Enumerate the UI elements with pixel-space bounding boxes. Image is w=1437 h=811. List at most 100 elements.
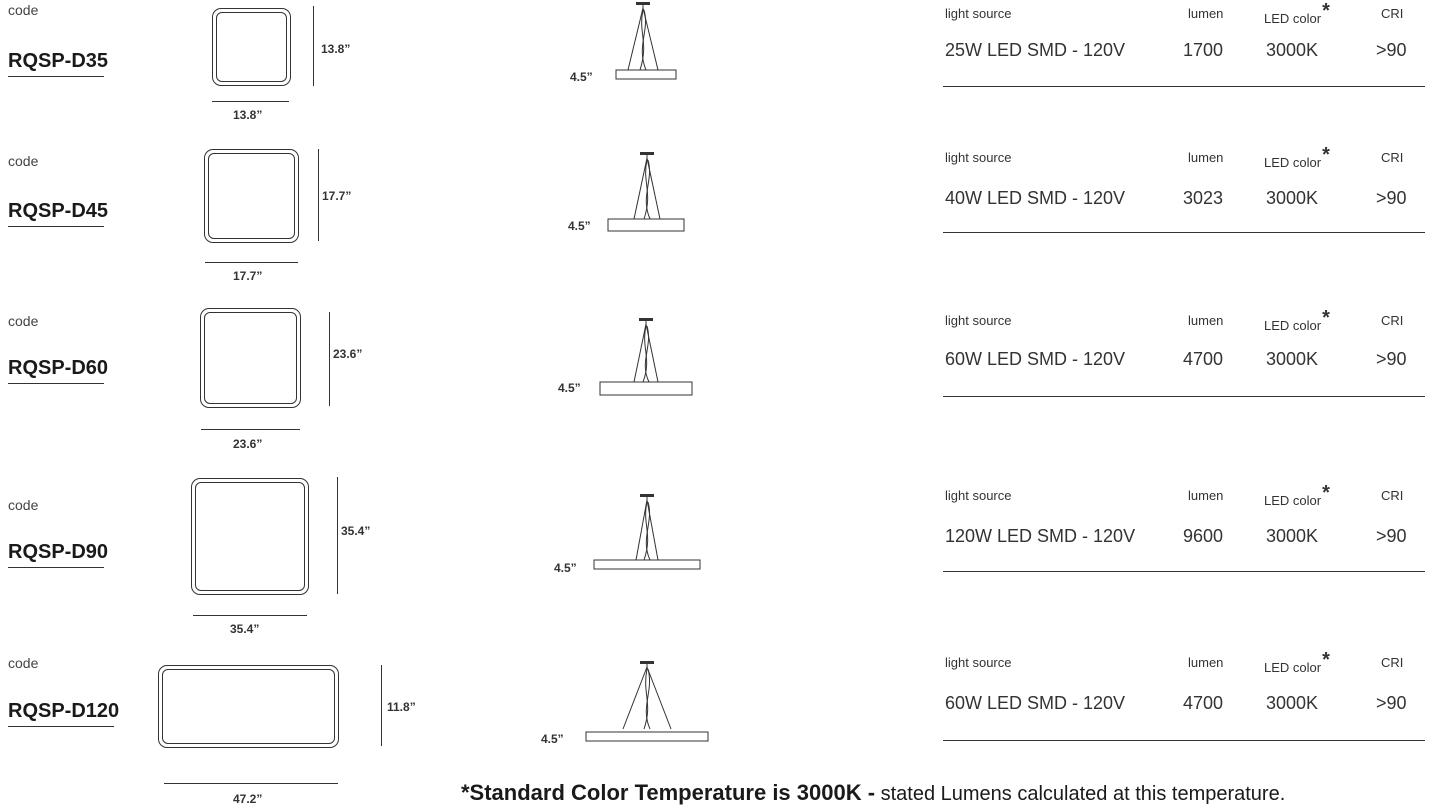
code-label: code <box>8 313 39 329</box>
width-dimension-line <box>212 101 289 102</box>
spec-light-source: 60W LED SMD - 120V <box>945 349 1126 369</box>
code-underline <box>8 226 104 227</box>
fixture-top-view <box>191 478 309 595</box>
product-code: RQSP-D60 <box>8 357 109 379</box>
spec-lumen: 9600 <box>1183 526 1224 546</box>
width-dimension: 13.8” <box>233 108 263 122</box>
height-dimension-line <box>329 312 330 406</box>
spec-cri: >90 <box>1376 526 1407 546</box>
spec-header-led-color: LED color* <box>1264 649 1330 675</box>
height-dimension: 17.7” <box>322 189 352 203</box>
spec-led-color: 3000K <box>1266 188 1319 208</box>
spec-header-light-source: light source <box>945 313 1012 328</box>
spec-header-light-source: light source <box>945 6 1012 21</box>
height-dimension: 11.8” <box>387 700 416 714</box>
spec-header-lumen: lumen <box>1188 488 1224 503</box>
fixture-top-view <box>204 149 299 243</box>
spec-header-led-color: LED color* <box>1264 0 1330 26</box>
spec-divider <box>943 396 1425 397</box>
product-code: RQSP-D35 <box>8 50 109 72</box>
spec-header-light-source: light source <box>945 150 1012 165</box>
spec-divider <box>943 740 1425 741</box>
spec-light-source: 40W LED SMD - 120V <box>945 188 1126 208</box>
spec-divider <box>943 571 1425 572</box>
spec-header-cri: CRI <box>1381 313 1404 328</box>
width-dimension-line <box>193 615 307 616</box>
spec-cri: >90 <box>1376 188 1407 208</box>
pendant-height-dimension: 4.5” <box>568 219 591 233</box>
spec-header-lumen: lumen <box>1188 150 1224 165</box>
width-dimension: 23.6” <box>233 437 263 451</box>
spec-divider <box>943 86 1425 87</box>
asterisk-icon: * <box>1322 482 1330 504</box>
code-underline <box>8 726 114 727</box>
width-dimension-line <box>164 783 338 784</box>
footnote-bold: *Standard Color Temperature is 3000K - <box>461 780 876 805</box>
code-label: code <box>8 2 39 18</box>
spec-header-led-color: LED color* <box>1264 144 1330 170</box>
spec-led-color: 3000K <box>1266 349 1319 369</box>
product-code: RQSP-D90 <box>8 541 109 563</box>
code-underline <box>8 76 104 77</box>
fixture-top-view <box>158 665 339 748</box>
spec-divider <box>943 232 1425 233</box>
height-dimension: 23.6” <box>333 347 363 361</box>
pendant-height-dimension: 4.5” <box>570 70 593 84</box>
fixture-top-view <box>212 8 291 86</box>
pendant-height-dimension: 4.5” <box>554 561 577 575</box>
spec-led-color: 3000K <box>1266 693 1319 713</box>
spec-led-color: 3000K <box>1266 40 1319 60</box>
spec-cri: >90 <box>1376 40 1407 60</box>
spec-cri: >90 <box>1376 349 1407 369</box>
spec-header-led-color: LED color* <box>1264 482 1330 508</box>
pendant-side-view <box>599 318 693 396</box>
asterisk-icon: * <box>1322 0 1330 22</box>
width-dimension: 17.7” <box>233 269 263 283</box>
spec-lumen: 3023 <box>1183 188 1224 208</box>
code-label: code <box>8 497 39 513</box>
spec-light-source: 120W LED SMD - 120V <box>945 526 1136 546</box>
product-code: RQSP-D45 <box>8 200 109 222</box>
spec-led-color: 3000K <box>1266 526 1319 546</box>
spec-header-led-color: LED color* <box>1264 307 1330 333</box>
spec-header-cri: CRI <box>1381 488 1404 503</box>
spec-header-lumen: lumen <box>1188 655 1224 670</box>
product-code: RQSP-D120 <box>8 700 120 722</box>
pendant-side-view <box>615 2 677 80</box>
spec-header-cri: CRI <box>1381 150 1404 165</box>
code-underline <box>8 567 104 568</box>
spec-lumen: 1700 <box>1183 40 1224 60</box>
asterisk-icon: * <box>1322 144 1330 166</box>
width-dimension-line <box>201 429 300 430</box>
spec-header-lumen: lumen <box>1188 6 1224 21</box>
code-label: code <box>8 153 39 169</box>
color-temperature-footnote: *Standard Color Temperature is 3000K - s… <box>461 780 1285 806</box>
pendant-side-view <box>585 661 709 742</box>
width-dimension-line <box>205 262 298 263</box>
width-dimension: 47.2” <box>233 792 263 806</box>
spec-header-light-source: light source <box>945 655 1012 670</box>
height-dimension: 35.4” <box>341 524 371 538</box>
code-underline <box>8 383 104 384</box>
height-dimension: 13.8” <box>321 42 351 56</box>
footnote-normal: stated Lumens calculated at this tempera… <box>875 783 1286 805</box>
spec-header-cri: CRI <box>1381 6 1404 21</box>
width-dimension: 35.4” <box>230 622 260 636</box>
height-dimension-line <box>337 477 338 594</box>
spec-light-source: 25W LED SMD - 120V <box>945 40 1126 60</box>
fixture-top-view <box>200 308 301 408</box>
pendant-height-dimension: 4.5” <box>541 732 564 746</box>
height-dimension-line <box>318 149 319 241</box>
spec-cri: >90 <box>1376 693 1407 713</box>
height-dimension-line <box>381 665 382 746</box>
spec-header-light-source: light source <box>945 488 1012 503</box>
asterisk-icon: * <box>1322 649 1330 671</box>
height-dimension-line <box>313 6 314 86</box>
pendant-height-dimension: 4.5” <box>558 381 581 395</box>
spec-lumen: 4700 <box>1183 693 1224 713</box>
pendant-side-view <box>593 494 701 570</box>
code-label: code <box>8 655 39 671</box>
spec-header-cri: CRI <box>1381 655 1404 670</box>
spec-lumen: 4700 <box>1183 349 1224 369</box>
spec-header-lumen: lumen <box>1188 313 1224 328</box>
